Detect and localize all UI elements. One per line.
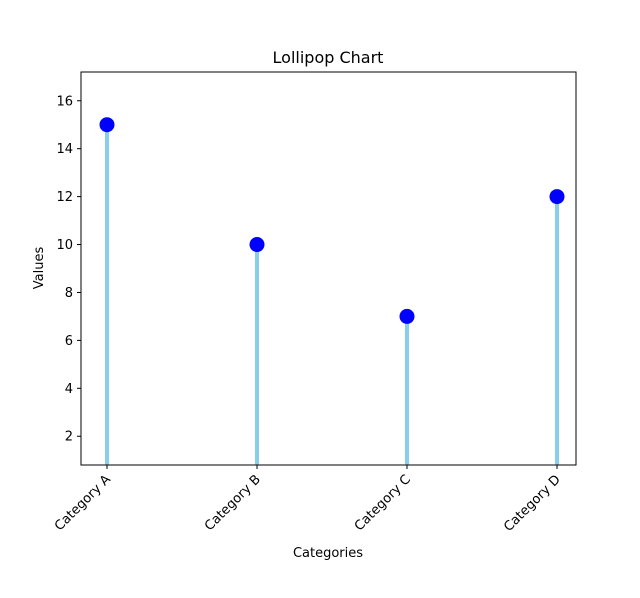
lollipop-marker bbox=[249, 237, 265, 253]
y-tick-label: 14 bbox=[56, 142, 73, 157]
lollipop-marker bbox=[99, 117, 115, 133]
y-axis-label: Values bbox=[32, 247, 47, 290]
chart-title: Lollipop Chart bbox=[273, 48, 384, 67]
x-axis-label: Categories bbox=[293, 546, 363, 561]
lollipop-marker bbox=[549, 189, 565, 205]
plot-area-frame bbox=[80, 71, 577, 466]
y-tick-label: 8 bbox=[65, 286, 73, 301]
y-tick-label: 10 bbox=[56, 238, 73, 253]
y-axis-ticks: 2 4 6 8 10 12 14 16 bbox=[56, 94, 81, 445]
y-tick-label: 4 bbox=[65, 382, 73, 397]
y-tick-label: 16 bbox=[56, 94, 73, 109]
stems-layer bbox=[105, 124, 559, 465]
y-tick-label: 2 bbox=[65, 430, 73, 445]
y-tick-label: 6 bbox=[65, 334, 73, 349]
lollipop-marker bbox=[399, 308, 415, 324]
markers-layer bbox=[99, 117, 565, 324]
y-tick-label: 12 bbox=[56, 190, 73, 205]
